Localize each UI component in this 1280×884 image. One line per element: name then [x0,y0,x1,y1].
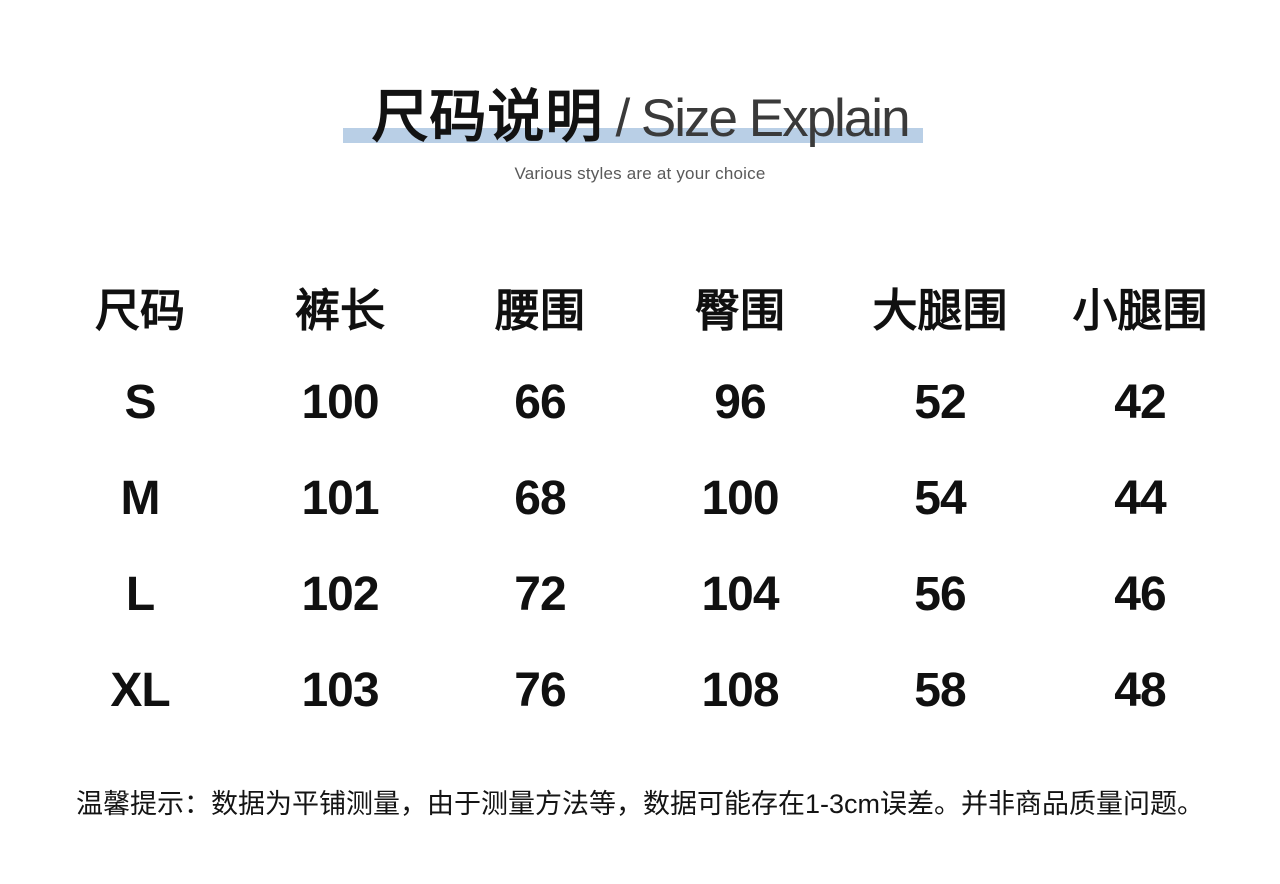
size-label-cell: S [124,375,156,429]
table-cell: 48 [1114,663,1166,717]
page-title: 尺码说明 / Size Explain [343,85,923,150]
table-cell: 96 [714,375,766,429]
column-header-pants-length: 裤长 [294,284,385,336]
page-title-en: / Size Explain [615,89,910,148]
page-title-zh: 尺码说明 [371,85,604,149]
table-row-xl: XL 103 76 108 58 48 [40,642,1240,738]
size-label-cell: XL [110,663,170,717]
size-table: 尺码 裤长 腰围 臀围 大腿围 小腿围 S 100 66 96 52 42 M … [40,258,1240,738]
table-cell: 100 [701,471,779,525]
table-cell: 58 [914,663,966,717]
table-row-m: M 101 68 100 54 44 [40,450,1240,546]
column-header-waist: 腰围 [494,284,585,336]
measurement-disclaimer-note: 温馨提示：数据为平铺测量，由于测量方法等，数据可能存在1-3cm误差。并非商品质… [75,789,1204,819]
size-label-cell: M [120,471,161,525]
title-highlight-bar [343,127,923,143]
table-cell: 44 [1114,471,1166,525]
table-cell: 72 [514,567,566,621]
table-row-s: S 100 66 96 52 42 [40,354,1240,450]
column-header-hip: 臀围 [694,284,785,336]
table-cell: 46 [1114,567,1166,621]
table-cell: 68 [514,471,566,525]
table-cell: 76 [514,663,566,717]
column-header-thigh: 大腿围 [872,284,1008,336]
table-cell: 52 [914,375,966,429]
size-label-cell: L [125,567,155,621]
table-cell: 104 [701,567,779,621]
table-cell: 102 [301,567,379,621]
table-cell: 66 [514,375,566,429]
table-cell: 56 [914,567,966,621]
page-header: 尺码说明 / Size Explain [0,85,1280,150]
table-cell: 100 [301,375,379,429]
table-cell: 108 [701,663,779,717]
page-subtitle: Various styles are at your choice [514,164,766,183]
table-row-l: L 102 72 104 56 46 [40,546,1240,642]
column-header-calf: 小腿围 [1072,284,1208,336]
column-header-size: 尺码 [94,284,185,336]
table-cell: 42 [1114,375,1166,429]
table-cell: 103 [301,663,379,717]
table-cell: 54 [914,471,966,525]
table-cell: 101 [301,471,379,525]
table-header-row: 尺码 裤长 腰围 臀围 大腿围 小腿围 [40,258,1240,354]
